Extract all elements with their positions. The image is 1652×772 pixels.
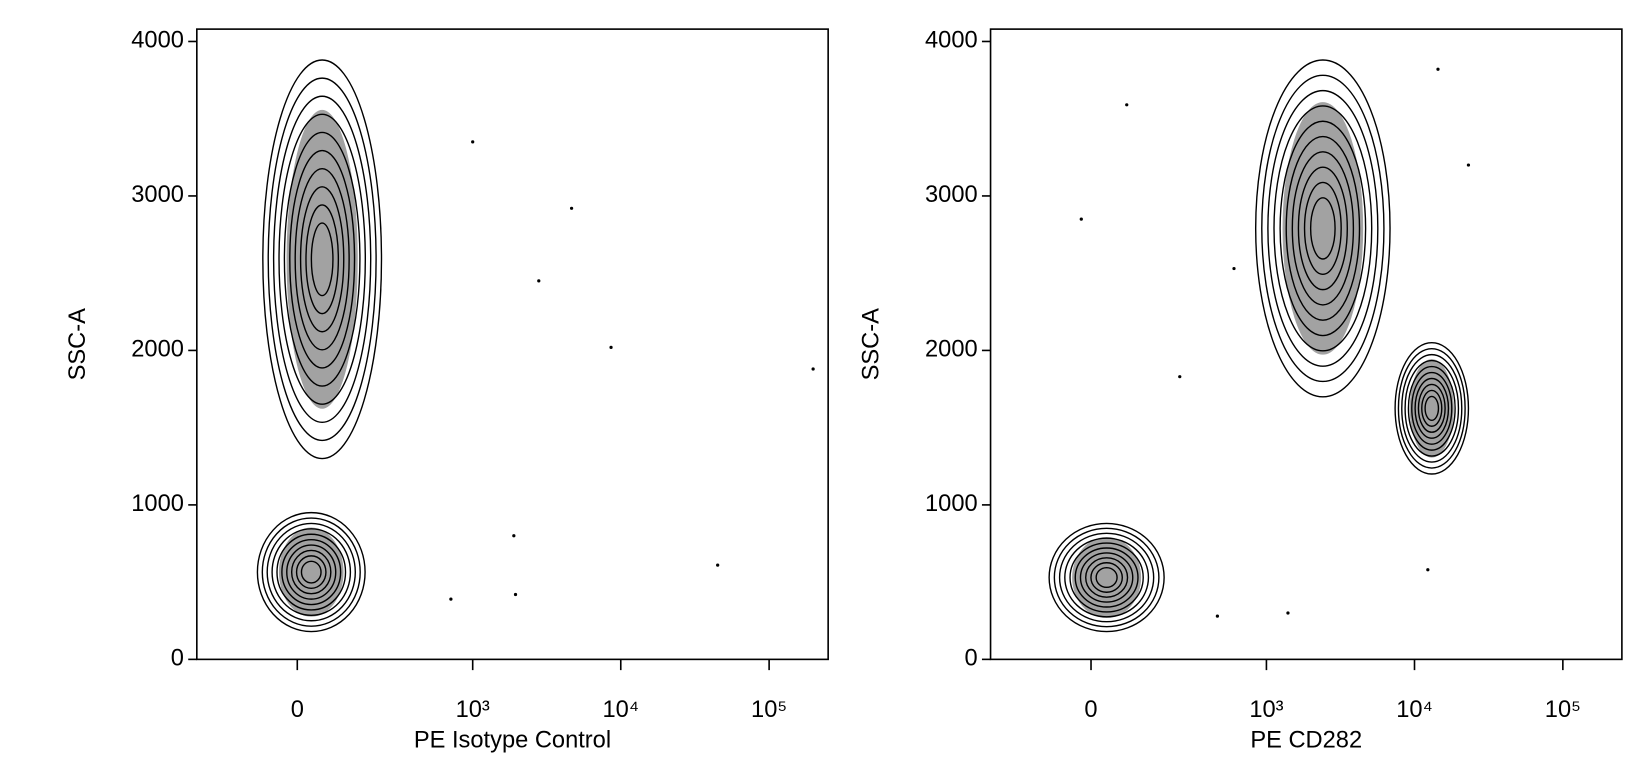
x-tick-label: 10⁵ xyxy=(1545,697,1581,723)
contour-line xyxy=(276,533,347,611)
contour-line xyxy=(261,517,361,627)
contour-line xyxy=(1254,59,1391,398)
contour-line xyxy=(1273,105,1373,352)
x-tick-label: 10⁵ xyxy=(751,697,787,723)
contour-line xyxy=(1424,395,1440,421)
contour-line xyxy=(278,113,367,405)
x-tick-label: 10³ xyxy=(1249,697,1283,723)
event-point xyxy=(1178,375,1182,379)
contour-line xyxy=(1285,135,1361,321)
x-tick-label: 10⁴ xyxy=(1396,697,1432,723)
x-axis-label: PE Isotype Control xyxy=(414,727,611,753)
contour-line xyxy=(305,204,340,315)
y-tick-label: 1000 xyxy=(131,491,184,517)
contour-line xyxy=(1053,527,1160,628)
y-axis-label: SSC-A xyxy=(858,308,884,381)
contour-line xyxy=(1074,547,1139,608)
contour-line xyxy=(1417,383,1446,433)
contour-line xyxy=(1397,347,1466,469)
contour-line xyxy=(281,538,342,606)
contour-line xyxy=(1064,537,1150,618)
x-tick-label: 10⁴ xyxy=(603,697,639,723)
event-point xyxy=(449,597,453,601)
population-core xyxy=(278,527,344,617)
contour-line xyxy=(295,555,327,590)
x-axis-label: PE CD282 xyxy=(1250,727,1362,753)
event-point xyxy=(1125,103,1129,107)
contour-line xyxy=(271,528,352,617)
contour-line xyxy=(1291,151,1355,306)
y-tick-label: 0 xyxy=(964,646,977,672)
event-point xyxy=(513,592,518,597)
contour-line xyxy=(1421,389,1443,427)
contour-line xyxy=(256,511,366,633)
contour-line xyxy=(1095,566,1118,589)
contour-line xyxy=(267,77,377,442)
event-point xyxy=(1426,568,1430,572)
contour-line xyxy=(1394,341,1470,475)
event-point xyxy=(1232,266,1236,271)
event-point xyxy=(1436,67,1440,71)
contour-line xyxy=(286,544,337,600)
contour-line xyxy=(262,59,383,460)
contour-line xyxy=(1303,181,1342,276)
population-core xyxy=(1409,359,1454,458)
plot-frame xyxy=(989,28,1623,661)
contour-line xyxy=(300,560,322,584)
contour-line xyxy=(1058,532,1155,623)
contour-line xyxy=(294,168,350,351)
contour-line xyxy=(1309,197,1336,260)
y-tick-label: 4000 xyxy=(131,28,184,54)
y-tick-label: 1000 xyxy=(925,491,978,517)
contour-line xyxy=(1090,562,1124,593)
population-core xyxy=(1072,536,1142,619)
y-tick-label: 3000 xyxy=(131,182,184,208)
contour-line xyxy=(1279,120,1367,337)
y-tick-label: 2000 xyxy=(925,337,978,363)
event-point xyxy=(609,345,613,349)
contour-line xyxy=(266,522,356,622)
contour-line xyxy=(299,186,345,333)
event-point xyxy=(471,140,475,144)
x-tick-label: 10³ xyxy=(456,697,490,723)
contour-line xyxy=(290,549,332,595)
x-tick-label: 0 xyxy=(291,697,304,723)
event-point xyxy=(1466,163,1471,167)
population-core xyxy=(286,109,358,409)
event-point xyxy=(537,279,541,283)
event-point xyxy=(569,206,574,210)
y-tick-label: 0 xyxy=(171,646,184,672)
contour-line xyxy=(1079,552,1134,603)
contour-line xyxy=(289,149,356,369)
y-tick-label: 3000 xyxy=(925,182,978,208)
y-tick-label: 2000 xyxy=(131,337,184,363)
y-tick-label: 4000 xyxy=(925,28,978,54)
contour-line xyxy=(1401,353,1463,463)
contour-line xyxy=(1404,359,1460,457)
event-point xyxy=(1215,614,1220,618)
contour-line xyxy=(1069,542,1144,613)
contour-line xyxy=(1261,74,1385,383)
contour-line xyxy=(272,95,372,424)
contour-line xyxy=(1414,377,1450,439)
event-point xyxy=(716,563,720,567)
contour-line xyxy=(283,131,361,387)
contour-line xyxy=(1048,522,1165,633)
event-point xyxy=(512,534,516,538)
contour-line xyxy=(1085,557,1129,598)
contour-line xyxy=(1297,166,1348,291)
x-tick-label: 0 xyxy=(1084,697,1097,723)
y-axis-label: SSC-A xyxy=(65,308,91,381)
contour-line xyxy=(1267,89,1379,367)
contour-line xyxy=(310,222,334,297)
population-core xyxy=(1282,102,1364,355)
event-point xyxy=(811,367,815,371)
contour-line xyxy=(1411,371,1453,445)
event-point xyxy=(1286,611,1290,615)
contour-line xyxy=(1407,365,1456,451)
event-point xyxy=(1079,217,1083,221)
plot-frame xyxy=(196,28,829,661)
